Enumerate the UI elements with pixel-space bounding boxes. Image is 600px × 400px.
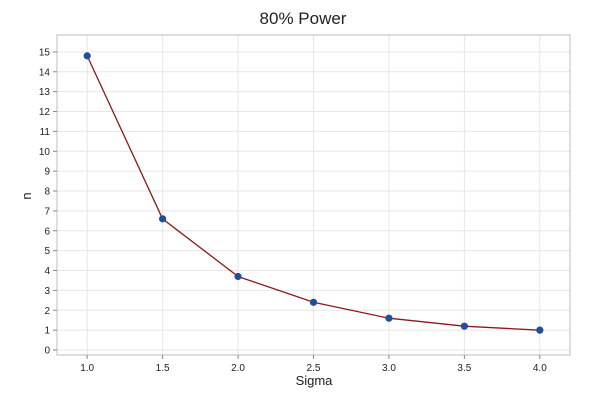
y-tick-label: 7 <box>44 206 50 217</box>
series-layer <box>83 52 544 334</box>
x-tick-label: 1.5 <box>156 363 170 374</box>
data-point <box>309 298 318 306</box>
x-tick-label: 3.5 <box>457 363 471 374</box>
data-point <box>460 322 468 330</box>
y-tick-label: 3 <box>44 286 50 297</box>
x-tick-label: 2.0 <box>231 363 245 374</box>
x-tick-label: 3.0 <box>382 363 396 374</box>
y-tick-label: 8 <box>44 187 50 198</box>
y-tick-label: 14 <box>39 67 51 78</box>
y-tick-label: 4 <box>44 266 50 277</box>
data-point <box>536 326 544 334</box>
data-point <box>234 272 242 281</box>
x-axis-ticks: 1.0 1.5 2.0 2.5 3.0 3.5 4.0 <box>80 355 547 374</box>
y-tick-label: 1 <box>44 326 50 337</box>
y-tick-label: 0 <box>44 346 50 357</box>
y-axis-label: n <box>19 192 34 199</box>
y-tick-label: 5 <box>44 246 50 257</box>
y-tick-label: 6 <box>44 226 50 237</box>
y-tick-label: 2 <box>44 306 50 317</box>
y-tick-label: 15 <box>39 47 51 58</box>
data-point <box>83 52 91 60</box>
x-tick-label: 2.5 <box>307 363 321 374</box>
data-point <box>159 215 167 223</box>
y-tick-label: 11 <box>40 127 51 138</box>
y-tick-label: 9 <box>44 167 50 178</box>
x-tick-label: 1.0 <box>80 363 94 374</box>
y-tick-label: 10 <box>39 147 51 158</box>
chart-title: 80% Power <box>260 9 347 28</box>
grid-lines <box>57 35 570 355</box>
y-tick-label: 13 <box>39 87 51 98</box>
y-tick-label: 12 <box>39 107 51 118</box>
data-point <box>385 314 393 322</box>
x-tick-label: 4.0 <box>533 363 547 374</box>
x-axis-label: Sigma <box>296 373 334 388</box>
